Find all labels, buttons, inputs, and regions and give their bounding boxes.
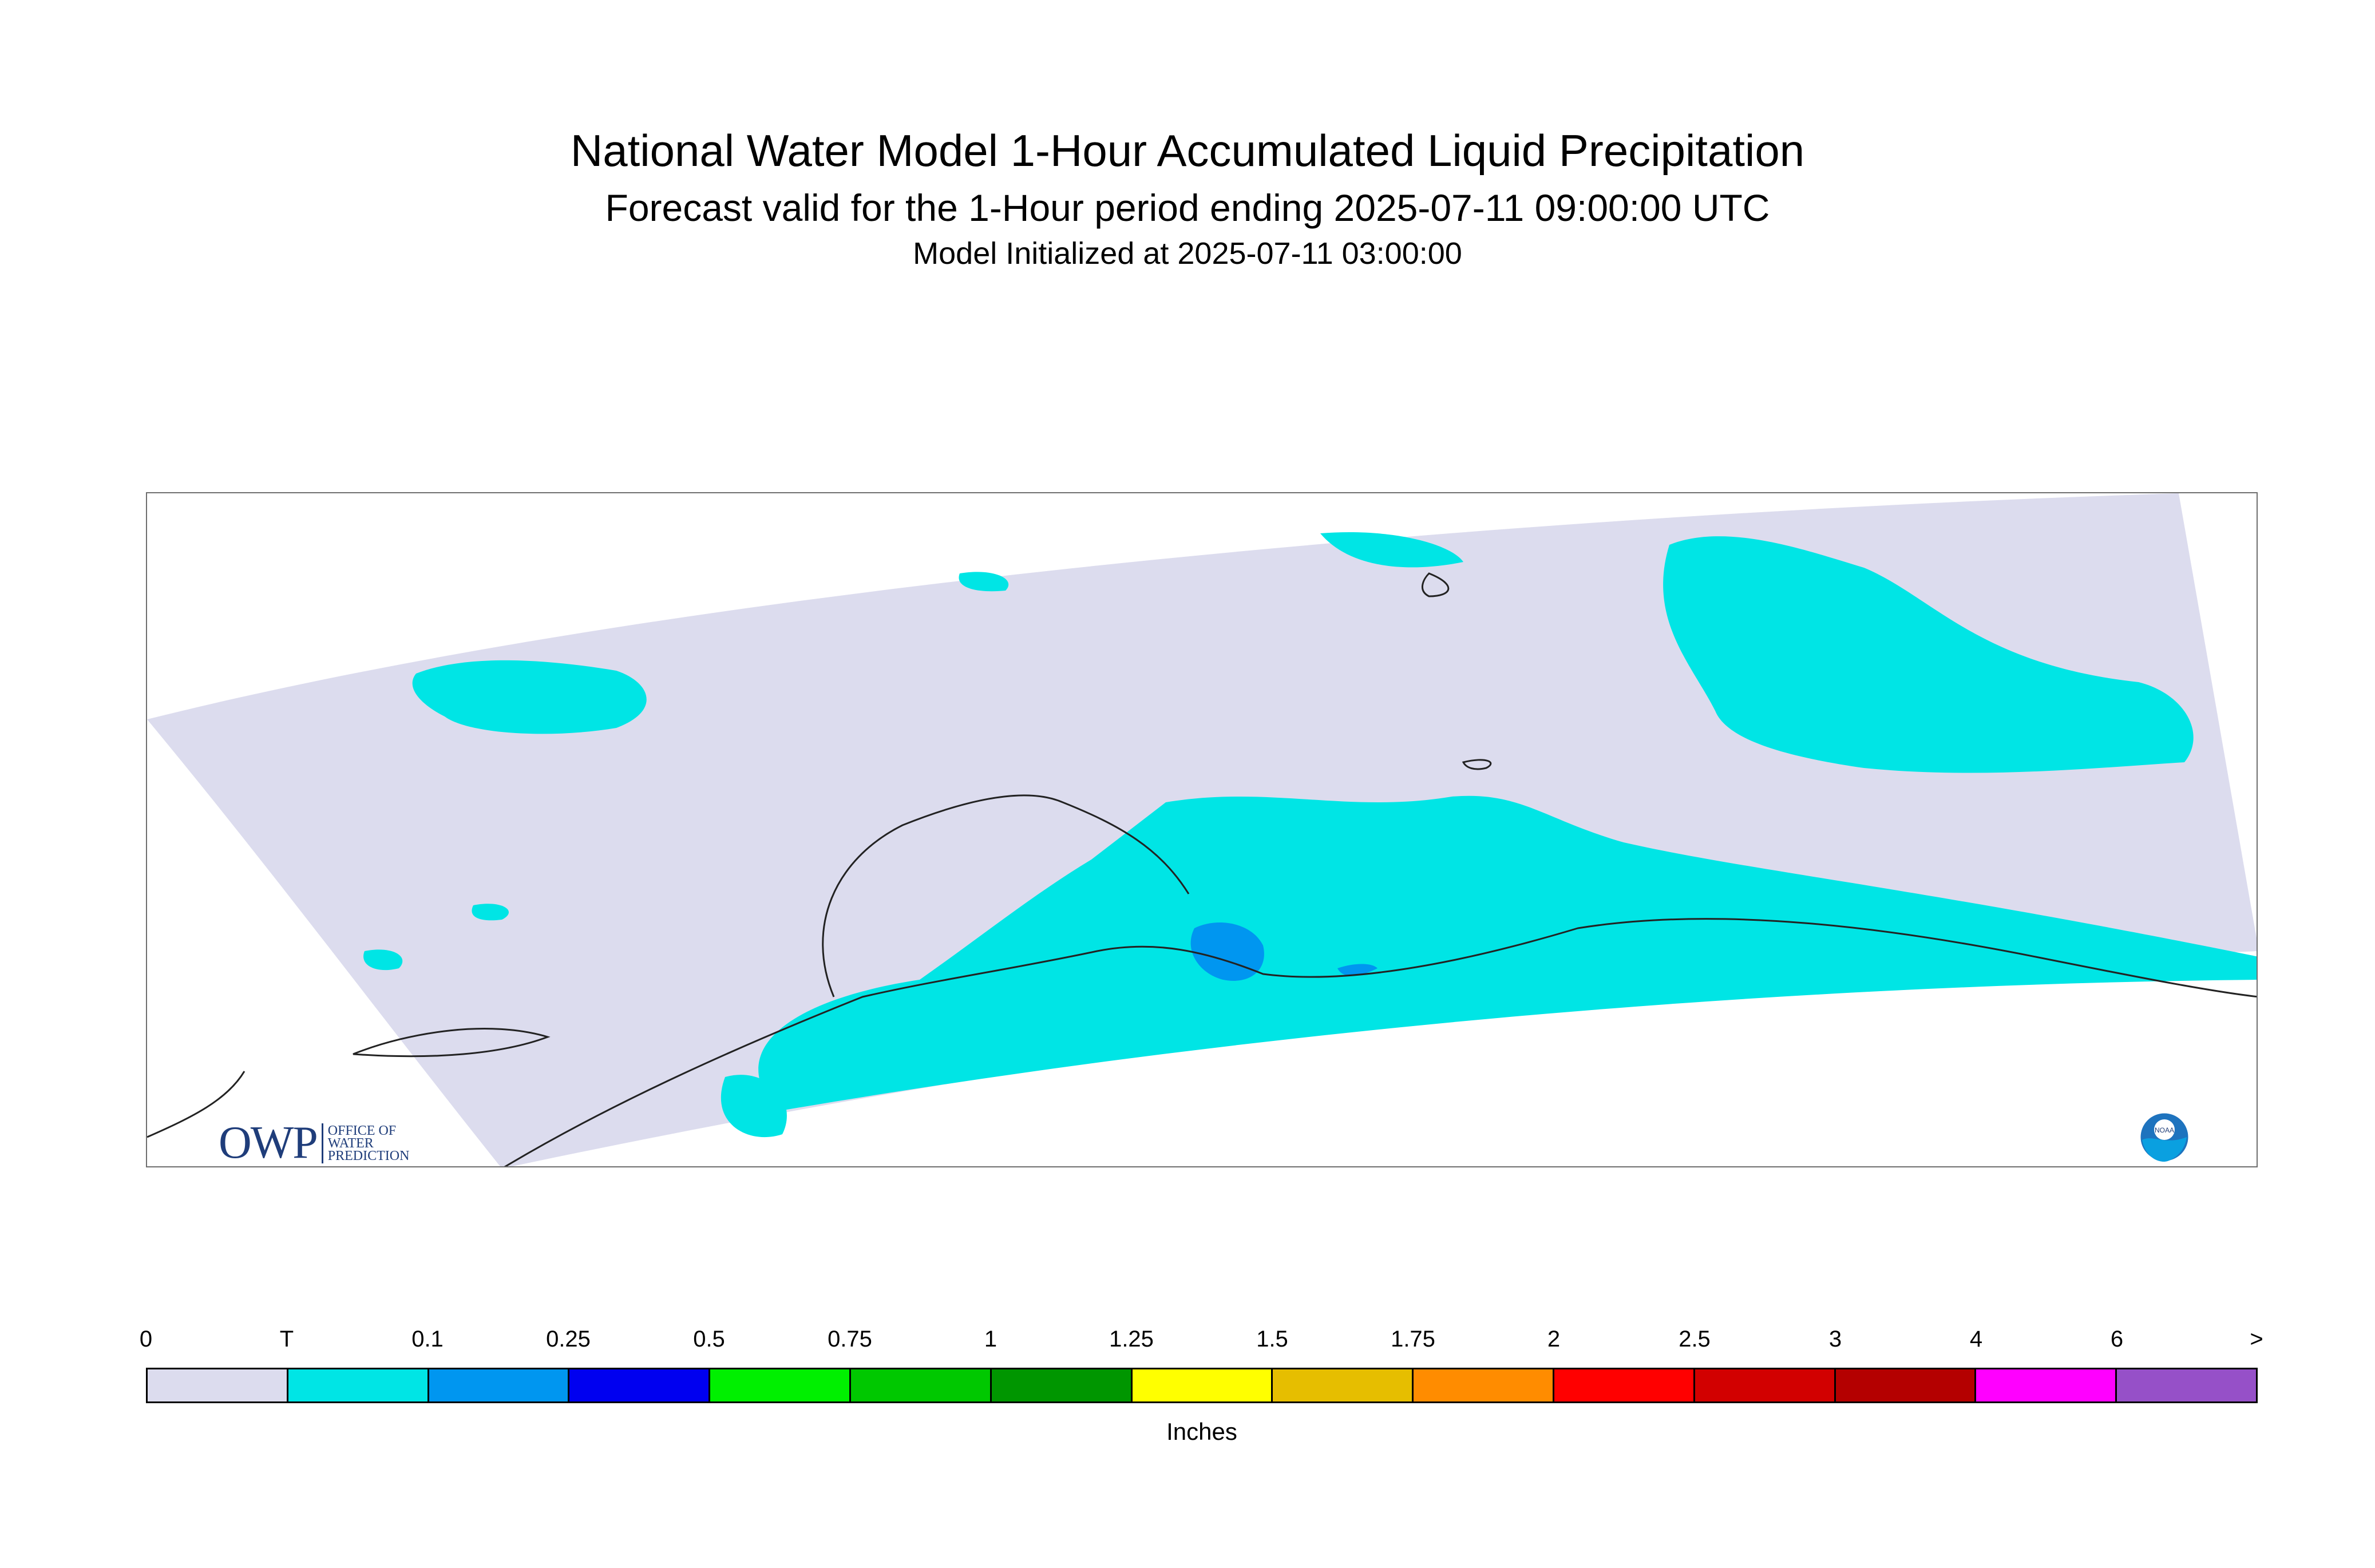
map-subtitle: Forecast valid for the 1-Hour period end…: [605, 187, 1770, 229]
legend-tick-label: 1: [984, 1327, 998, 1352]
legend-tick-label: 1.5: [1256, 1327, 1288, 1352]
legend-swatch: [1695, 1369, 1836, 1401]
legend-tick-label: 2.5: [1679, 1327, 1711, 1352]
legend-tick-label: 6: [2110, 1327, 2124, 1352]
noaa-logo-label: NOAA: [2155, 1126, 2174, 1134]
legend-swatch: [1414, 1369, 1554, 1401]
owp-logo-divider: [321, 1123, 323, 1163]
legend-tick-label: 2: [1547, 1327, 1561, 1352]
legend-tick-label: 0.25: [546, 1327, 591, 1352]
owp-logo-line: WATER: [327, 1135, 374, 1151]
owp-logo-line: OFFICE OF: [327, 1123, 397, 1138]
legend-tick-labels: 0 T 0.1 0.25 0.5 0.75 1 1.25 1.5 1.75 2 2.5 3 4 6 >: [140, 1327, 2263, 1355]
legend-tick-label: 4: [1969, 1327, 1983, 1352]
map-panel: OWP OFFICE OF WATER PREDICTION NOAA: [146, 492, 2258, 1167]
noaa-logo-icon: NOAA: [2139, 1111, 2190, 1163]
trace-precip-areas: [363, 532, 2257, 1138]
legend-tick-label: 1.25: [1109, 1327, 1154, 1352]
legend-swatch: [1976, 1369, 2117, 1401]
owp-logo-letters: OWP: [219, 1118, 318, 1167]
legend-tick-label: T: [279, 1327, 294, 1352]
legend-tick-label: 0.1: [411, 1327, 444, 1352]
legend-swatch: [429, 1369, 570, 1401]
legend-tick-label: 1.75: [1391, 1327, 1435, 1352]
legend-swatch: [1554, 1369, 1695, 1401]
legend-tick-label: 0: [139, 1327, 153, 1352]
legend-units-label: Inches: [1166, 1418, 1237, 1445]
legend-swatch: [148, 1369, 288, 1401]
legend-tick-label: 3: [1828, 1327, 1842, 1352]
legend-swatch: [1273, 1369, 1414, 1401]
legend-swatch: [1835, 1369, 1977, 1401]
legend-tick-label: 0.75: [828, 1327, 872, 1352]
legend-tick-label: >: [2250, 1327, 2263, 1352]
owp-logo: OWP OFFICE OF WATER PREDICTION: [219, 1117, 410, 1167]
owp-logo-line: PREDICTION: [327, 1148, 410, 1163]
legend-swatch: [2117, 1369, 2256, 1401]
color-legend-bar: [146, 1368, 2258, 1403]
legend-swatch: [991, 1369, 1133, 1401]
owp-logo-text: OFFICE OF WATER PREDICTION: [327, 1123, 410, 1163]
precipitation-map: [147, 493, 2257, 1166]
legend-tick-label: 0.5: [693, 1327, 725, 1352]
coastlines: [147, 572, 2257, 1166]
model-init-label: Model Initialized at 2025-07-11 03:00:00: [913, 236, 1462, 271]
legend-swatch: [850, 1369, 992, 1401]
legend-swatch: [288, 1369, 429, 1401]
legend-swatch: [710, 1369, 851, 1401]
legend-swatch: [1132, 1369, 1273, 1401]
legend-swatch: [569, 1369, 711, 1401]
light-blue-precip-areas: [1190, 922, 1378, 981]
map-title: National Water Model 1-Hour Accumulated …: [570, 125, 1805, 176]
